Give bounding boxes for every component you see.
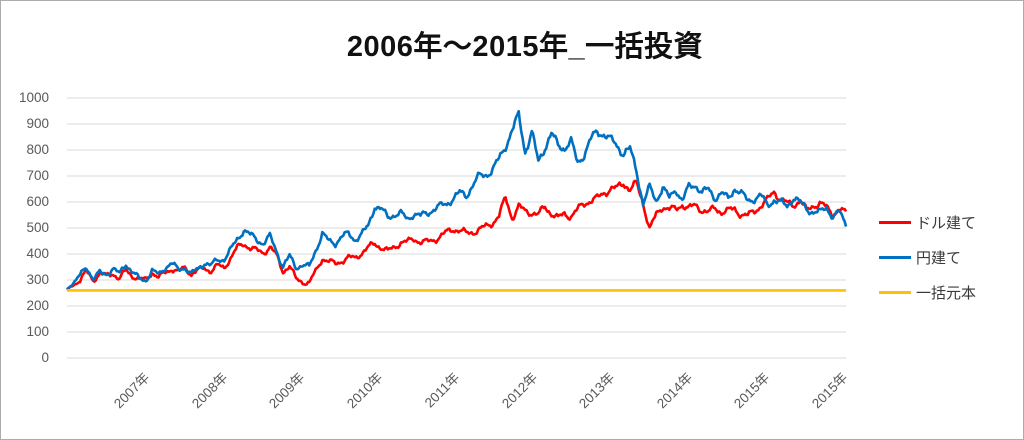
chart-title: 2006年～2015年_一括投資 bbox=[346, 31, 704, 63]
legend-line-dollar-icon bbox=[879, 220, 911, 224]
series-yen-line bbox=[66, 109, 848, 291]
legend-line-principal-icon bbox=[879, 290, 911, 294]
y-axis-label: 800 bbox=[26, 142, 49, 157]
legend-label-dollar: ドル建て bbox=[916, 214, 977, 232]
y-axis-label: 500 bbox=[26, 220, 49, 235]
y-axis-label: 100 bbox=[26, 324, 49, 339]
y-axis-label: 900 bbox=[26, 116, 49, 131]
legend-item-dollar: ドル建て bbox=[879, 213, 977, 232]
y-axis-label: 200 bbox=[26, 298, 49, 313]
legend-line-yen-icon bbox=[879, 255, 911, 259]
y-axis-label: 700 bbox=[26, 168, 49, 183]
legend-label-yen: 円建て bbox=[916, 249, 962, 267]
y-axis-label: 600 bbox=[26, 194, 49, 209]
y-axis-label: 300 bbox=[26, 272, 49, 287]
legend-item-principal: 一括元本 bbox=[879, 283, 977, 302]
y-axis-label: 0 bbox=[41, 350, 49, 365]
legend-item-yen: 円建て bbox=[879, 248, 976, 267]
y-axis-label: 400 bbox=[26, 246, 49, 261]
y-axis-label: 1000 bbox=[18, 90, 49, 105]
legend-label-principal: 一括元本 bbox=[916, 284, 977, 302]
legend: ドル建て 円建て 一括元本 bbox=[879, 213, 976, 318]
